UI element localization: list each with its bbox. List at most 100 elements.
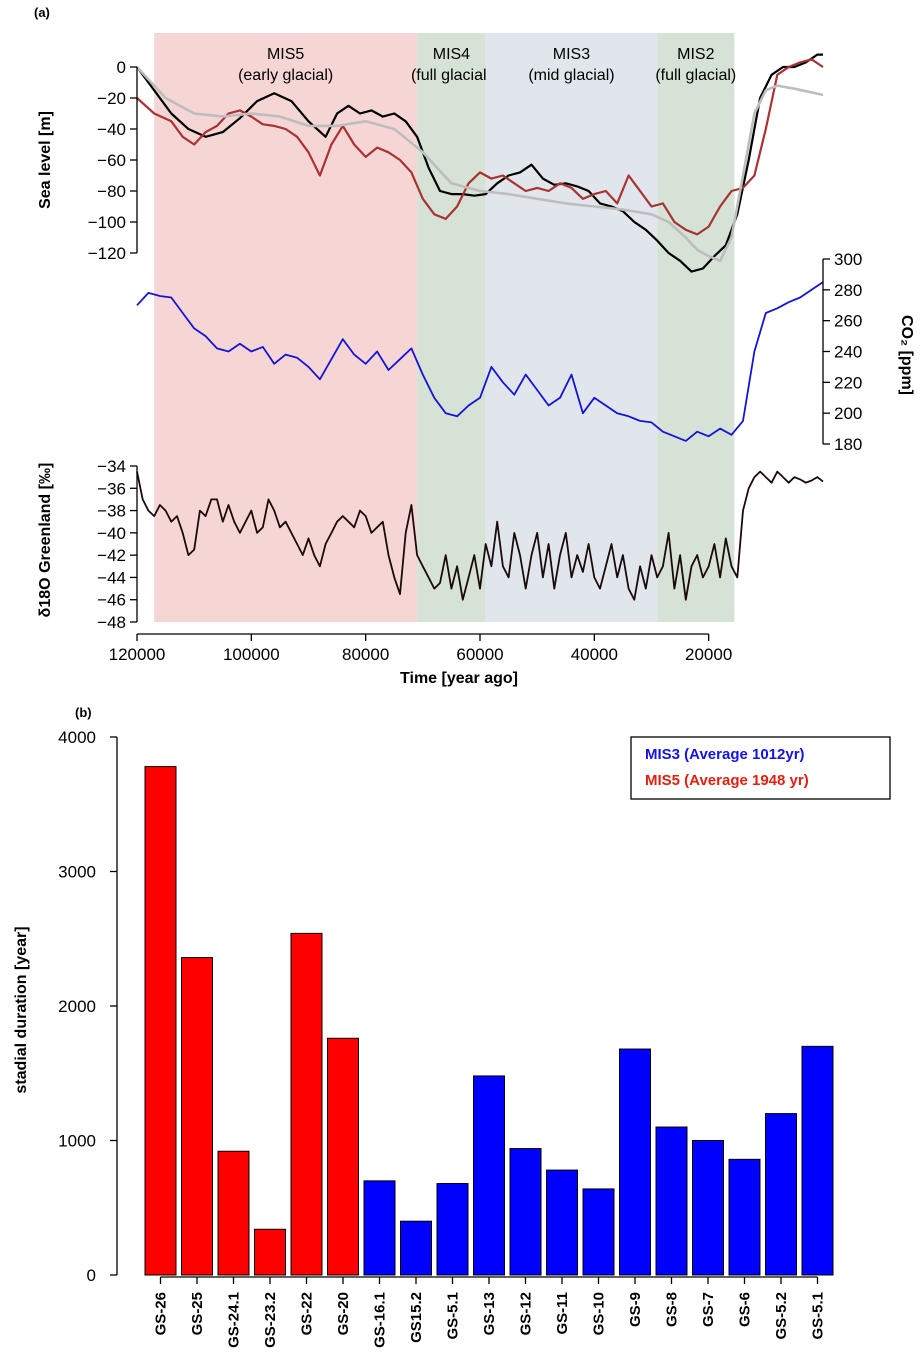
category-label: GS-25 [189, 1292, 206, 1335]
category-label: GS-12 [518, 1292, 535, 1335]
d18o-series-0 [136, 470, 824, 601]
co2-y-tick-label: 280 [834, 281, 862, 300]
co2-y-tick-label: 180 [834, 435, 862, 454]
duration-y-tick-label: 2000 [58, 997, 96, 1016]
category-label: GS-10 [591, 1292, 608, 1335]
band-label-3: MIS2 [677, 46, 714, 63]
category-label: GS-5.2 [773, 1292, 790, 1340]
sea_level-y-tick-label: 0 [117, 58, 126, 77]
co2-y-tick-label: 260 [834, 312, 862, 331]
time-x-tick-label: 120000 [109, 645, 166, 664]
category-label: GS15.2 [408, 1292, 425, 1343]
sea_level-y-tick-label: −120 [88, 244, 126, 263]
duration-y-tick-label: 0 [87, 1266, 96, 1285]
bar-GS-6 [728, 1158, 761, 1276]
sea-level-axis-title: Sea level [m] [37, 111, 54, 209]
co2-series-0 [136, 281, 824, 442]
category-label: GS-23.2 [262, 1292, 279, 1348]
bar-GS-10 [582, 1188, 615, 1276]
bar-GS-26 [144, 766, 177, 1276]
bar-GS-12 [509, 1148, 542, 1276]
co2-y-tick-label: 240 [834, 343, 862, 362]
legend-entry-mis3: MIS3 (Average 1012yr) [645, 746, 805, 763]
d18o-y-tick-label: −46 [97, 591, 126, 610]
band-sublabel-0: (early glacial) [238, 67, 333, 84]
d18o-y-tick-label: −36 [97, 479, 126, 498]
bar-GS-7 [692, 1140, 724, 1276]
co2-y-tick-label: 200 [834, 404, 862, 423]
time-x-tick-label: 80000 [342, 645, 389, 664]
co2-y-tick-label: 220 [834, 373, 862, 392]
panel-b-label: (b) [75, 705, 92, 720]
category-label: GS-8 [664, 1292, 681, 1327]
legend: MIS3 (Average 1012yr) MIS5 (Average 1948… [630, 736, 891, 800]
bar-GS-8 [655, 1126, 688, 1276]
bar-GS-11 [546, 1169, 578, 1276]
d18o-y-tick-label: −42 [97, 546, 126, 565]
band-label-2: MIS3 [553, 46, 590, 63]
bar-GS-23.2 [254, 1228, 286, 1276]
band-sublabel-3: (full glacial) [655, 67, 736, 84]
band-label-1: MIS4 [433, 46, 470, 63]
time-axis-title: Time [year ago] [400, 670, 518, 687]
bar-GS-13 [473, 1075, 505, 1276]
sea_level-series-1 [136, 58, 824, 236]
bar-GS-9 [619, 1048, 651, 1276]
bar-GS-5.1 [436, 1183, 469, 1276]
sea_level-y-tick-label: −100 [88, 213, 126, 232]
bar-GS-24.1 [217, 1150, 250, 1276]
band-label-0: MIS5 [267, 46, 304, 63]
bar-GS-25 [181, 957, 213, 1276]
category-label: GS-9 [627, 1292, 644, 1327]
category-label: GS-24.1 [226, 1292, 243, 1348]
category-label: GS-5.1 [445, 1292, 462, 1340]
sea_level-y-tick-label: −80 [97, 182, 126, 201]
mis-bands: MIS5 (early glacial) MIS4 (full glacial) MIS… [154, 33, 736, 622]
bar-GS-20 [327, 1037, 359, 1276]
band-sublabel-1: (full glacial) [411, 67, 492, 84]
category-label: GS-7 [700, 1292, 717, 1327]
time-x-tick-label: 40000 [571, 645, 618, 664]
sea_level-y-tick-label: −20 [97, 89, 126, 108]
time-x-tick-label: 100000 [223, 645, 280, 664]
time-x-tick-label: 60000 [456, 645, 503, 664]
category-label: GS-6 [737, 1292, 754, 1327]
d18o-y-tick-label: −40 [97, 524, 126, 543]
bar-GS15.2 [400, 1220, 432, 1276]
d18o-y-tick-label: −34 [97, 457, 126, 476]
legend-box [630, 736, 891, 800]
duration-y-tick-label: 4000 [58, 728, 96, 747]
bar-GS-5.2 [765, 1113, 797, 1276]
duration-y-tick-label: 1000 [58, 1132, 96, 1151]
bar-GS-5.1 [801, 1045, 834, 1276]
bar-GS-16.1 [363, 1180, 396, 1276]
panel-a-label: (a) [34, 5, 50, 20]
category-label: GS-11 [554, 1292, 571, 1335]
d18o-y-tick-label: −48 [97, 613, 126, 632]
duration-y-tick-label: 3000 [58, 863, 96, 882]
co2-axis-title: CO₂ [ppm] [898, 315, 915, 395]
sea_level-series-2 [136, 66, 824, 263]
panel-a: MIS5 (early glacial) MIS4 (full glacial) MIS… [88, 33, 863, 664]
panel-a-axes: 0 −20 −40 −60 −80 −100 −120 300 280 260 240 220 200 1… [88, 58, 863, 664]
co2-y-tick-label: 300 [834, 250, 862, 269]
time-x-tick-label: 20000 [685, 645, 732, 664]
d18o-y-tick-label: −38 [97, 502, 126, 521]
sea_level-series-0 [136, 53, 823, 273]
bar-GS-22 [290, 932, 323, 1276]
series-lines [136, 53, 824, 601]
d18o-axis-title: δ18O Greenland [‰] [37, 463, 54, 618]
d18o-y-tick-label: −44 [97, 568, 126, 587]
panel-b: 0 1000 2000 3000 4000 GS-26 GS-25 GS-24.1 GS-23.… [58, 728, 834, 1348]
category-label: GS-20 [335, 1292, 352, 1335]
band-3 [657, 33, 735, 622]
sea_level-y-tick-label: −60 [97, 151, 126, 170]
category-label: GS-16.1 [372, 1292, 389, 1348]
category-label: GS-26 [153, 1292, 170, 1335]
category-label: GS-13 [481, 1292, 498, 1335]
category-label: GS-22 [299, 1292, 316, 1335]
legend-entry-mis5: MIS5 (Average 1948 yr) [645, 772, 809, 789]
band-sublabel-2: (mid glacial) [528, 67, 614, 84]
duration-axis-title: stadial duration [year] [13, 926, 30, 1093]
